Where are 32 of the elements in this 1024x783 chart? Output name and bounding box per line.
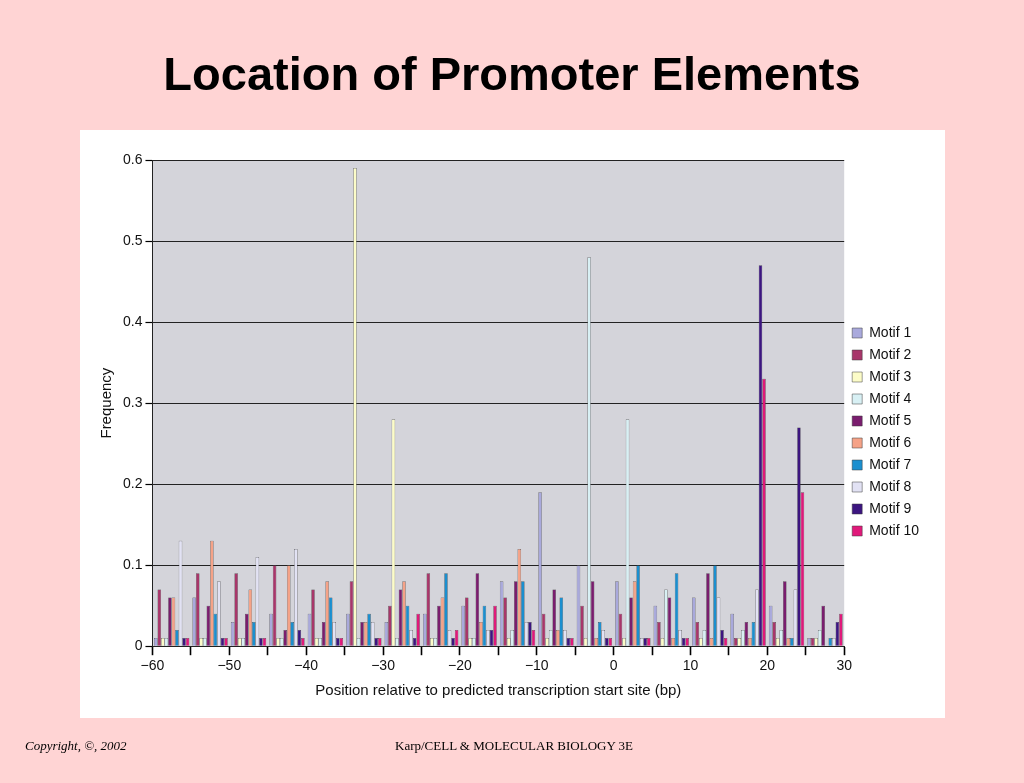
x-tick-label: 30 <box>836 657 853 674</box>
legend-label: Motif 9 <box>869 499 912 516</box>
legend-label: Motif 8 <box>869 477 912 494</box>
y-tick-label: 0.3 <box>122 393 143 410</box>
chart-title: Location of Promoter Elements <box>162 46 862 102</box>
y-tick-label: 0.1 <box>122 556 143 573</box>
y-tick-label: 0.5 <box>122 231 143 248</box>
legend-label: Motif 5 <box>869 411 912 428</box>
x-tick-label: 20 <box>759 657 776 674</box>
legend-label: Motif 4 <box>869 389 912 406</box>
legend-label: Motif 10 <box>869 521 920 538</box>
x-tick-label: −10 <box>524 657 549 674</box>
x-axis-title: Position relative to predicted transcription start site (bp) <box>315 681 682 699</box>
legend-label: Motif 2 <box>869 345 912 362</box>
x-tick-label: −50 <box>217 657 242 674</box>
x-tick-label: −40 <box>294 657 319 674</box>
text: Copyright, ©, 2002 <box>25 738 127 754</box>
x-tick-label: 0 <box>609 657 618 674</box>
legend-label: Motif 3 <box>869 367 912 384</box>
x-tick-label: −30 <box>371 657 396 674</box>
x-tick-label: −20 <box>448 657 472 674</box>
y-tick-label: 0.2 <box>122 474 143 491</box>
y-axis-title: Frequency <box>97 367 115 439</box>
y-tick-label: 0.4 <box>122 312 143 329</box>
x-tick-label: 10 <box>682 657 699 674</box>
text: Karp/CELL & MOLECULAR BIOLOGY 3E <box>395 738 634 754</box>
legend-label: Motif 1 <box>869 323 912 340</box>
legend-label: Motif 6 <box>869 433 912 450</box>
y-tick-label: 0.6 <box>122 150 143 167</box>
x-tick-label: −60 <box>140 657 165 674</box>
y-tick-label: 0 <box>134 637 143 654</box>
legend-label: Motif 7 <box>869 455 912 472</box>
